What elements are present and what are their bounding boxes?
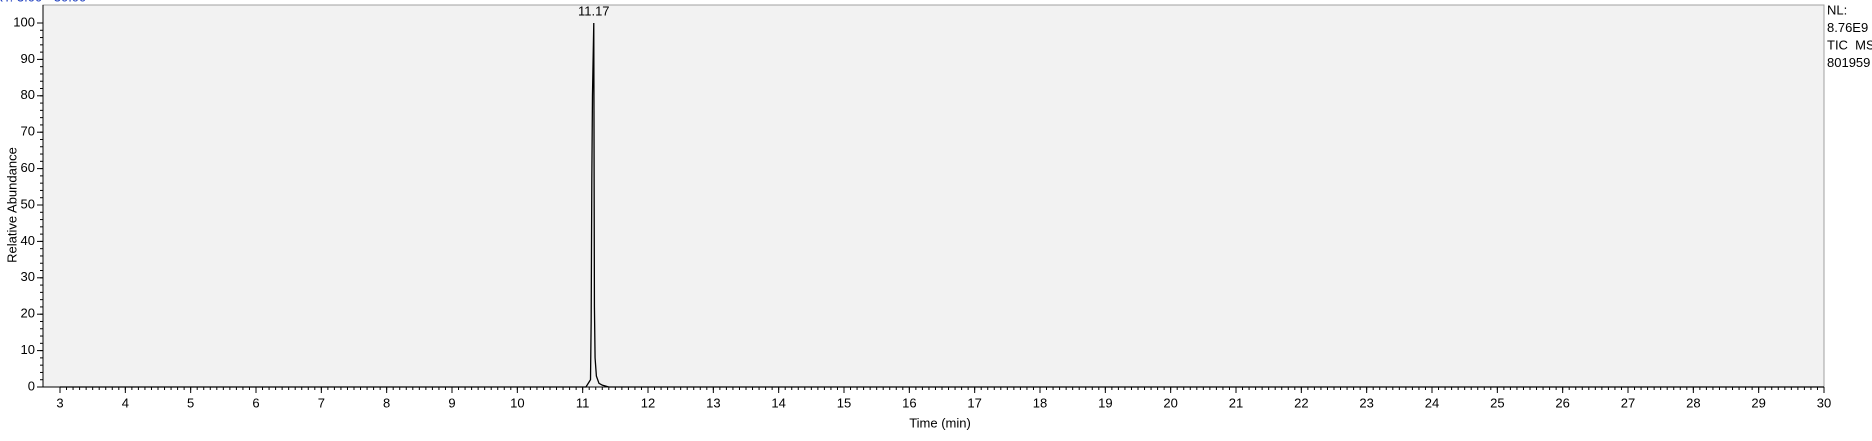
x-tick-label: 5 <box>187 395 194 410</box>
x-tick-label: 14 <box>771 395 785 410</box>
x-tick-label: 6 <box>252 395 259 410</box>
plot-area <box>42 4 1825 388</box>
x-tick-label: 10 <box>510 395 524 410</box>
y-tick-label: 10 <box>21 342 35 357</box>
x-tick-label: 27 <box>1621 395 1635 410</box>
y-axis-label: Relative Abundance <box>4 147 19 263</box>
side-info: NL: <box>1827 2 1847 17</box>
y-tick-label: 60 <box>21 160 35 175</box>
y-tick-label: 0 <box>28 378 35 393</box>
y-tick-label: 30 <box>21 269 35 284</box>
x-axis-label: Time (min) <box>909 415 971 430</box>
side-info: 801959 <box>1827 55 1870 70</box>
x-tick-label: 9 <box>448 395 455 410</box>
x-tick-label: 8 <box>383 395 390 410</box>
range-label: RT: 3.00 - 30.00 <box>0 0 86 4</box>
x-tick-label: 19 <box>1098 395 1112 410</box>
y-tick-label: 20 <box>21 306 35 321</box>
x-tick-label: 11 <box>576 395 590 410</box>
x-tick-label: 4 <box>122 395 129 410</box>
x-tick-label: 23 <box>1359 395 1373 410</box>
y-tick-label: 90 <box>21 51 35 66</box>
trace <box>60 22 1824 388</box>
y-tick-label: 70 <box>21 124 35 139</box>
side-info: TIC MS <box>1827 37 1872 52</box>
y-tick-label: 50 <box>21 196 35 211</box>
x-tick-label: 22 <box>1294 395 1308 410</box>
x-tick-label: 17 <box>967 395 981 410</box>
peak-label: 11.17 <box>578 3 610 18</box>
y-tick-label: 80 <box>21 87 35 102</box>
x-tick-label: 29 <box>1751 395 1765 410</box>
x-tick-label: 13 <box>706 395 720 410</box>
x-tick-label: 12 <box>641 395 655 410</box>
x-tick-label: 21 <box>1229 395 1243 410</box>
y-tick-label: 100 <box>13 14 35 29</box>
x-tick-label: 28 <box>1686 395 1700 410</box>
y-tick-label: 40 <box>21 233 35 248</box>
x-tick-label: 16 <box>902 395 916 410</box>
x-tick-label: 24 <box>1425 395 1439 410</box>
x-tick-label: 7 <box>318 395 325 410</box>
x-tick-label: 20 <box>1163 395 1177 410</box>
side-info: 8.76E9 <box>1827 20 1868 35</box>
x-tick-label: 15 <box>837 395 851 410</box>
x-tick-label: 25 <box>1490 395 1504 410</box>
x-tick-label: 18 <box>1033 395 1047 410</box>
x-tick-label: 3 <box>56 395 63 410</box>
x-tick-label: 26 <box>1555 395 1569 410</box>
x-tick-label: 30 <box>1817 395 1831 410</box>
